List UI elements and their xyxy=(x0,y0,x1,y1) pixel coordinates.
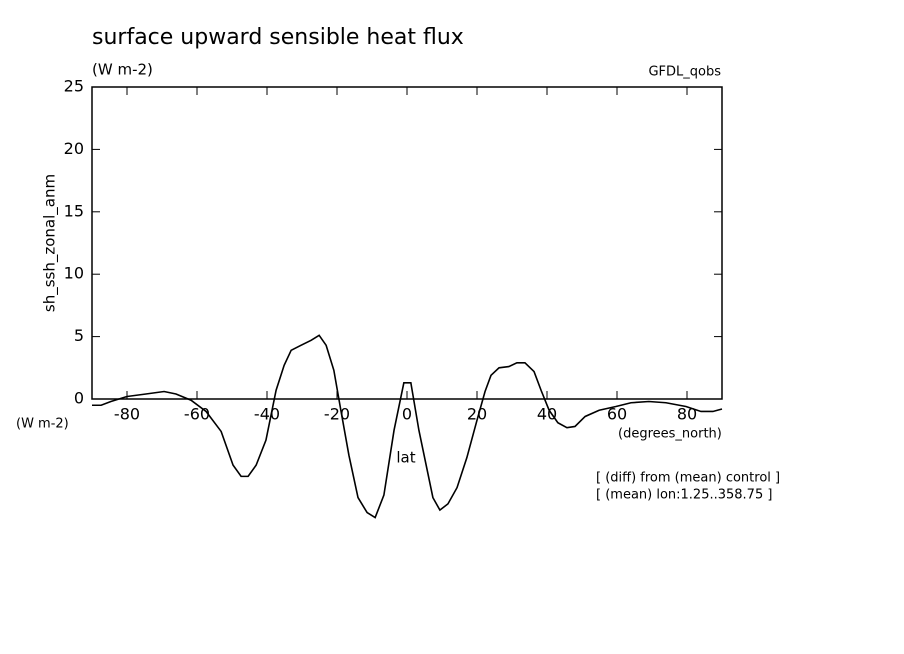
data-line xyxy=(92,334,723,519)
y-tick-label: 5 xyxy=(74,326,84,345)
dataset-label: GFDL_qobs xyxy=(648,65,721,80)
x-axis-label: lat xyxy=(396,449,415,467)
x-tick-label: -40 xyxy=(254,405,280,424)
subtitle: (W m-2) xyxy=(92,61,153,79)
y-units: (W m-2) xyxy=(16,417,69,432)
x-tick-label: 60 xyxy=(607,405,627,424)
note: [ (mean) lon:1.25..358.75 ] xyxy=(596,488,772,503)
x-units: (degrees_north) xyxy=(618,427,722,442)
y-tick-label: 15 xyxy=(64,201,84,220)
y-tick-label: 10 xyxy=(64,264,84,283)
x-tick-label: -20 xyxy=(324,405,350,424)
x-tick-label: -80 xyxy=(114,405,140,424)
note: [ (diff) from (mean) control ] xyxy=(596,471,780,486)
y-tick-label: 25 xyxy=(64,77,84,96)
y-tick-label: 0 xyxy=(74,389,84,408)
x-tick-label: 0 xyxy=(402,405,412,424)
y-tick-label: 20 xyxy=(64,139,84,158)
y-axis-label: sh_ssh_zonal_anm xyxy=(41,174,60,312)
chart-title: surface upward sensible heat flux xyxy=(92,25,464,50)
x-tick-label: 20 xyxy=(467,405,487,424)
x-tick-label: -60 xyxy=(184,405,210,424)
x-tick-label: 40 xyxy=(537,405,557,424)
